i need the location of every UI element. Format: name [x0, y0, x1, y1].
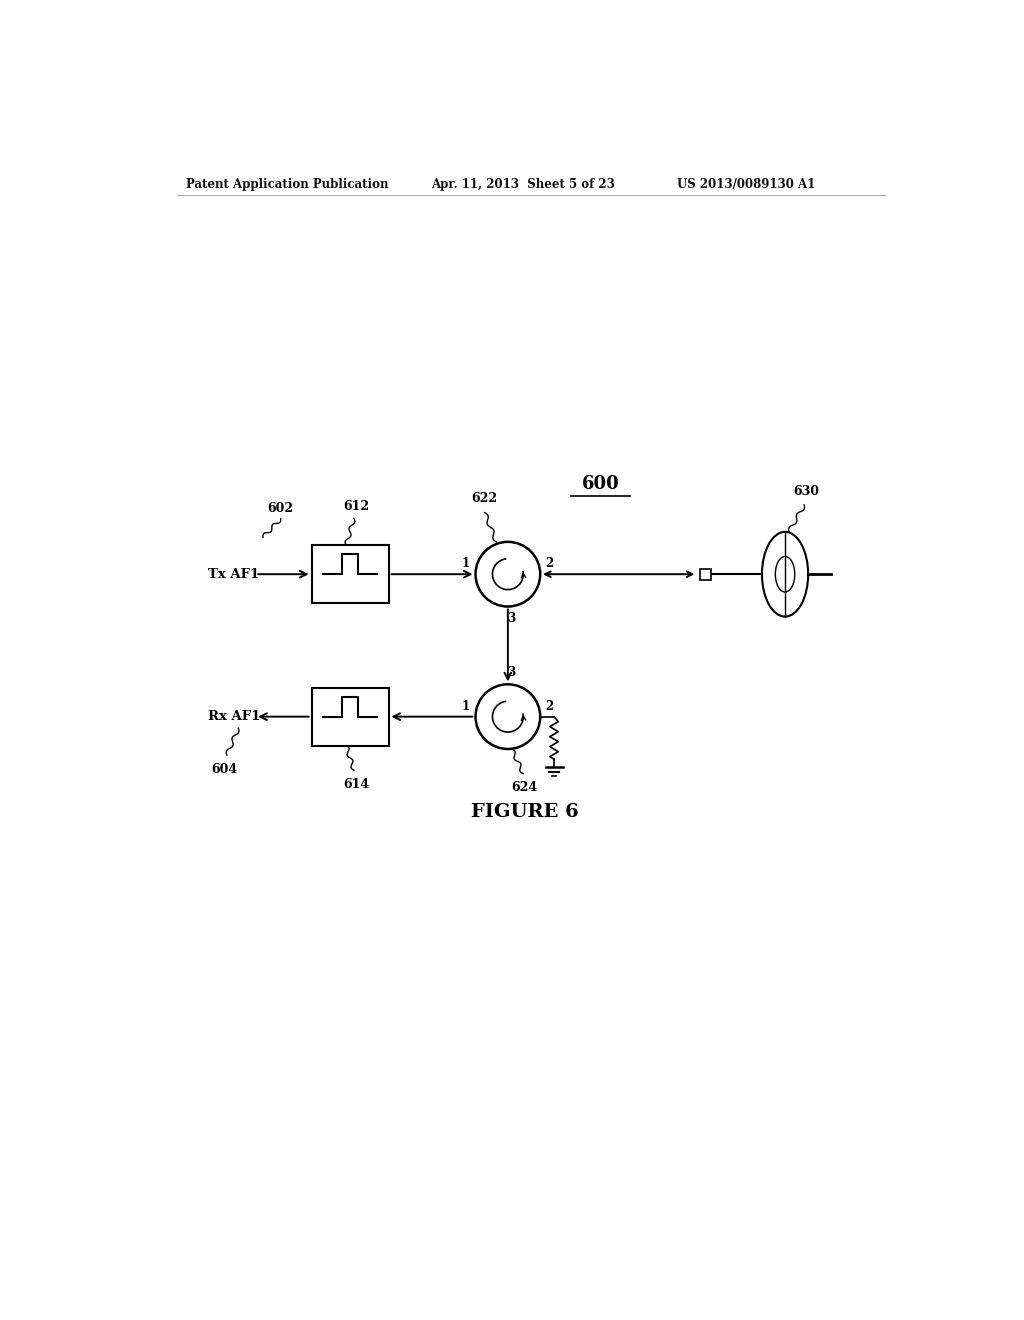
Bar	[700, 569, 711, 579]
Text: 1: 1	[462, 557, 470, 570]
Text: Tx AF1: Tx AF1	[208, 568, 259, 581]
Text: 1: 1	[462, 700, 470, 713]
Bar	[311, 545, 388, 603]
Text: 624: 624	[512, 781, 538, 795]
Text: 622: 622	[472, 492, 498, 506]
Text: 614: 614	[343, 777, 370, 791]
Text: Patent Application Publication: Patent Application Publication	[186, 178, 388, 190]
Text: FIGURE 6: FIGURE 6	[471, 803, 579, 821]
Text: 3: 3	[507, 612, 515, 624]
Text: 600: 600	[582, 475, 620, 494]
Text: 3: 3	[507, 665, 515, 678]
Text: Apr. 11, 2013  Sheet 5 of 23: Apr. 11, 2013 Sheet 5 of 23	[431, 178, 614, 190]
Text: 2: 2	[546, 557, 554, 570]
Text: US 2013/0089130 A1: US 2013/0089130 A1	[677, 178, 815, 190]
Text: 630: 630	[794, 484, 819, 498]
Text: 604: 604	[211, 763, 238, 776]
Text: 602: 602	[267, 502, 294, 515]
Text: Rx AF1: Rx AF1	[208, 710, 260, 723]
Text: 2: 2	[546, 700, 554, 713]
Text: 612: 612	[343, 500, 370, 513]
Bar	[311, 688, 388, 746]
